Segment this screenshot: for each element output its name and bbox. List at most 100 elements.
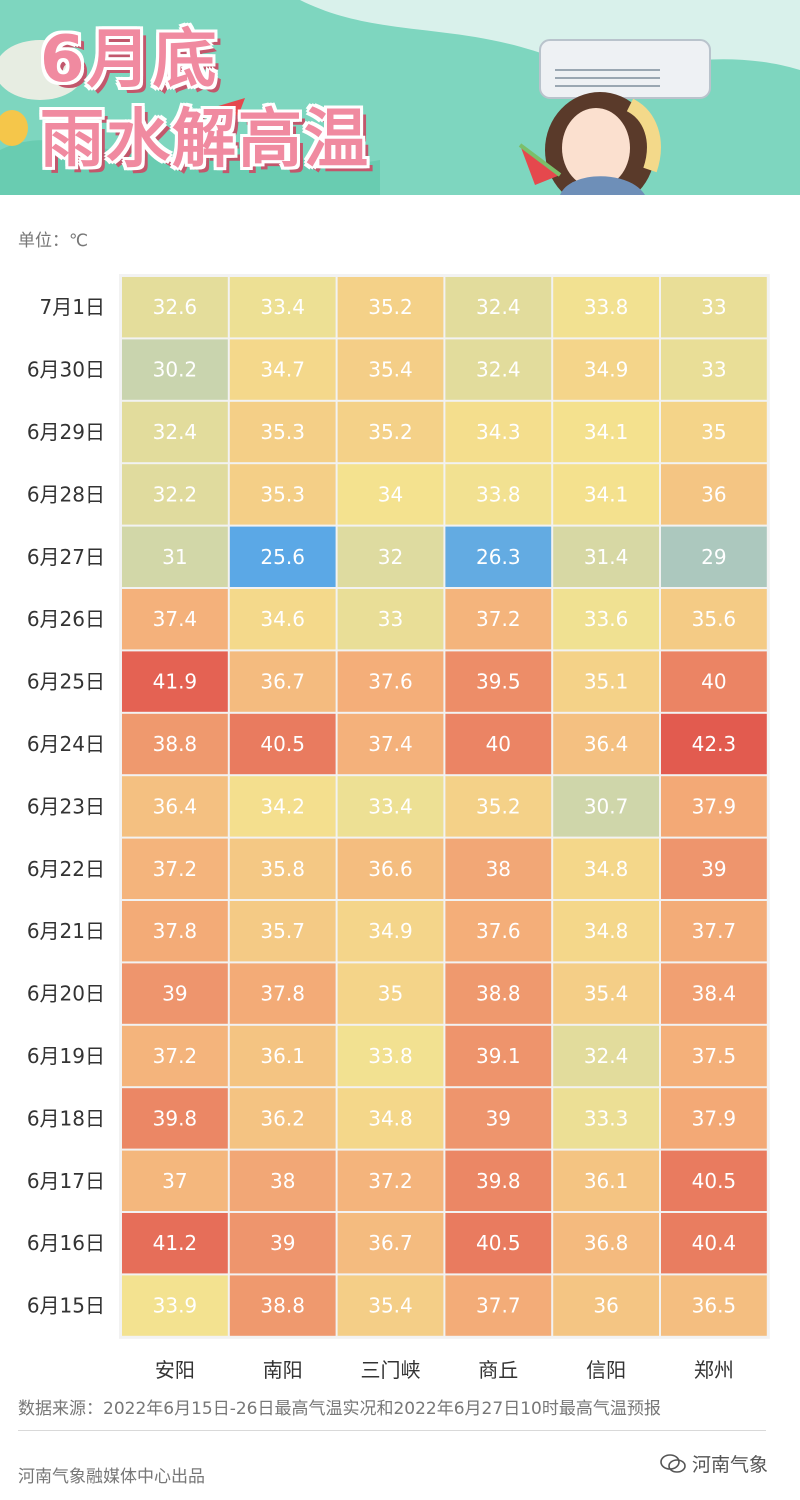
heatmap-cell (661, 838, 767, 899)
cell-value-label: 37.6 (368, 670, 413, 694)
heatmap-cell (661, 589, 767, 650)
cell-value-label: 34.2 (260, 794, 305, 818)
heatmap-cell (337, 339, 444, 400)
heatmap-cell (229, 1213, 336, 1274)
data-source-note: 数据来源：2022年6月15日-26日最高气温实况和2022年6月27日10时最… (18, 1399, 661, 1419)
heatmap-cell (661, 1088, 767, 1149)
cell-value-label: 34.1 (584, 482, 629, 506)
heatmap-cell (661, 651, 767, 712)
cell-value-label: 33 (701, 358, 726, 382)
wechat-icon (660, 1453, 686, 1473)
row-label: 6月24日 (27, 732, 105, 756)
cell-value-label: 39.5 (476, 670, 521, 694)
heatmap-cell (445, 776, 552, 837)
cell-value-label: 40.4 (692, 1231, 737, 1255)
sun-shape (0, 110, 28, 146)
cell-value-label: 33.6 (584, 607, 629, 631)
heatmap-cell (122, 1213, 228, 1274)
heatmap-cell (553, 651, 659, 712)
footer-divider (18, 1430, 766, 1431)
cell-value-label: 36.4 (584, 732, 629, 756)
cell-value-label: 37.6 (476, 919, 521, 943)
cell-value-label: 38 (270, 1169, 295, 1193)
cell-value-label: 33.4 (260, 295, 305, 319)
cell-value-label: 41.9 (153, 670, 198, 694)
cell-value-label: 36 (593, 1294, 618, 1318)
cell-value-label: 32.4 (476, 295, 521, 319)
cell-value-label: 36 (701, 482, 726, 506)
column-label: 商丘 (478, 1358, 518, 1382)
cell-value-label: 34.7 (260, 358, 305, 382)
cell-value-label: 32.4 (153, 420, 198, 444)
heatmap-cell (122, 339, 228, 400)
cell-value-label: 33.8 (584, 295, 629, 319)
cell-value-label: 34.9 (584, 358, 629, 382)
cell-value-label: 37.9 (692, 794, 737, 818)
cell-value-label: 34.9 (368, 919, 413, 943)
heatmap-cell (445, 1275, 552, 1336)
heatmap-cell (661, 339, 767, 400)
cell-value-label: 32.2 (153, 482, 198, 506)
cell-value-label: 36.4 (153, 794, 198, 818)
air-conditioner-icon (539, 39, 711, 99)
heatmap-cell (337, 1275, 444, 1336)
row-label: 6月27日 (27, 545, 105, 569)
heatmap-cell (553, 776, 659, 837)
cell-value-label: 36.2 (260, 1106, 305, 1130)
cell-value-label: 36.7 (368, 1231, 413, 1255)
cell-value-label: 32.4 (476, 358, 521, 382)
heatmap-cell (337, 526, 444, 587)
cell-value-label: 39.8 (153, 1106, 198, 1130)
heatmap-cell (229, 1088, 336, 1149)
watermark-text: 河南气象 (692, 1454, 769, 1476)
cell-value-label: 36.5 (692, 1294, 737, 1318)
cell-value-label: 37.2 (153, 857, 198, 881)
column-label: 安阳 (155, 1358, 195, 1382)
cell-value-label: 32.4 (584, 1044, 629, 1068)
row-label: 6月20日 (27, 982, 105, 1006)
heatmap-cell (122, 526, 228, 587)
wechat-watermark: 河南气象 (660, 1450, 768, 1477)
heatmap-cell (445, 277, 552, 338)
cell-value-label: 39 (162, 982, 187, 1006)
heatmap-cell (337, 901, 444, 962)
heatmap-cell (445, 1150, 552, 1211)
cell-value-label: 36.8 (584, 1231, 629, 1255)
heatmap-cell (661, 1275, 767, 1336)
heatmap-cell (445, 1025, 552, 1087)
cell-value-label: 25.6 (260, 545, 305, 569)
cell-value-label: 36.7 (260, 670, 305, 694)
column-label: 信阳 (586, 1358, 626, 1382)
heatmap-cell (445, 1088, 552, 1149)
cell-value-label: 36.1 (584, 1169, 629, 1193)
heatmap-cell (445, 651, 552, 712)
header-banner: 6月底 雨水解高温 (0, 0, 800, 195)
cell-value-label: 34 (378, 482, 403, 506)
heatmap-cell (553, 838, 659, 899)
heatmap-cell (229, 1150, 336, 1211)
heatmap-cell (337, 589, 444, 650)
cell-value-label: 31 (162, 545, 187, 569)
cell-value-label: 37.2 (368, 1169, 413, 1193)
cell-value-label: 33.8 (476, 482, 521, 506)
heatmap-cell (445, 901, 552, 962)
cell-value-label: 38.4 (692, 982, 737, 1006)
cell-value-label: 33 (701, 295, 726, 319)
heatmap-cell (337, 277, 444, 338)
heatmap-cell (661, 776, 767, 837)
cell-value-label: 35.2 (368, 295, 413, 319)
cell-value-label: 39 (701, 857, 726, 881)
cell-value-label: 35.8 (260, 857, 305, 881)
cell-value-label: 37.5 (692, 1044, 737, 1068)
heatmap-cell (553, 901, 659, 962)
heatmap-cell (553, 1088, 659, 1149)
heatmap-cell (229, 838, 336, 899)
heatmap-cell (229, 901, 336, 962)
cell-value-label: 29 (701, 545, 726, 569)
heatmap-cell (661, 277, 767, 338)
cell-value-label: 35.6 (692, 607, 737, 631)
banner-illustration (0, 0, 800, 195)
cell-value-label: 35.4 (584, 982, 629, 1006)
row-label: 6月29日 (27, 420, 105, 444)
heatmap-cell (122, 713, 228, 775)
